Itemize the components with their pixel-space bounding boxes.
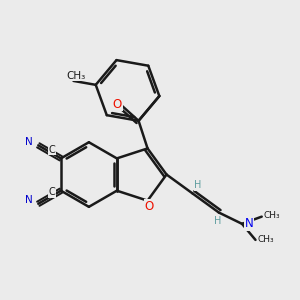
Text: CH₃: CH₃: [67, 70, 86, 81]
Text: N: N: [245, 217, 254, 230]
Text: N: N: [25, 137, 33, 147]
Text: C: C: [49, 145, 56, 155]
Text: H: H: [194, 180, 202, 190]
Text: O: O: [144, 200, 154, 212]
Text: C: C: [49, 187, 56, 197]
Text: O: O: [113, 98, 122, 111]
Text: H: H: [214, 216, 221, 226]
Text: CH₃: CH₃: [258, 236, 274, 244]
Text: CH₃: CH₃: [264, 211, 280, 220]
Text: N: N: [25, 195, 33, 205]
